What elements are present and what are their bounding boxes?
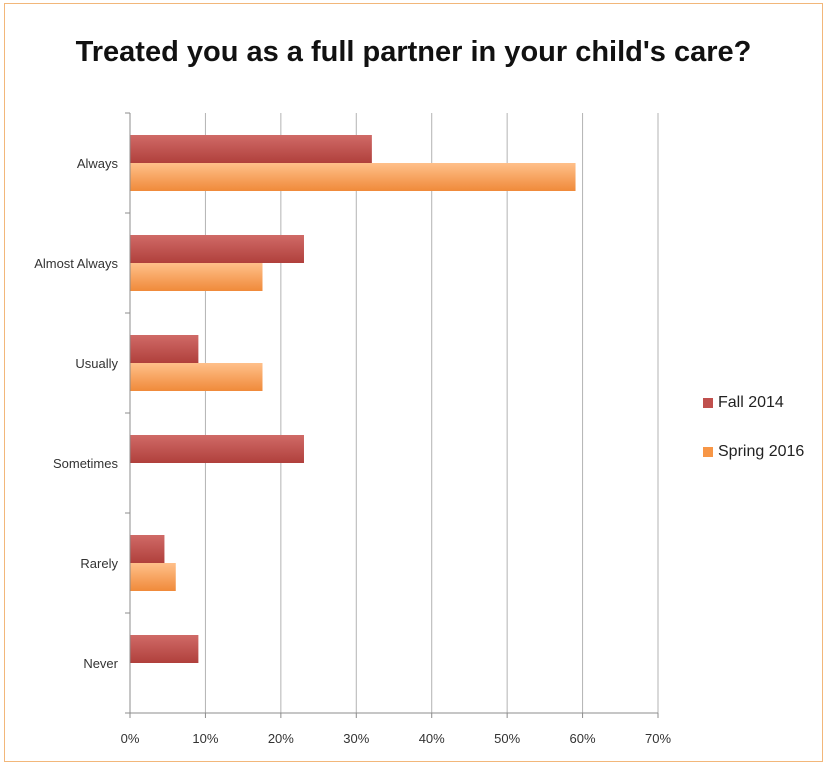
x-tick-label: 0% xyxy=(121,731,140,746)
bar-fall-2014 xyxy=(130,535,165,563)
legend: Fall 2014 Spring 2016 xyxy=(703,392,823,490)
bar-fall-2014 xyxy=(130,235,304,263)
bars xyxy=(130,135,576,663)
bar-spring-2016 xyxy=(130,363,263,391)
bar-fall-2014 xyxy=(130,335,199,363)
axes: 0% 10% 20% 30% 40% 50% 60% 70% Always Almost Alwa… xyxy=(34,112,671,746)
x-tick-label: 50% xyxy=(494,731,520,746)
bar-spring-2016 xyxy=(130,163,576,191)
legend-label: Spring 2016 xyxy=(718,443,805,460)
bar-spring-2016 xyxy=(130,263,263,291)
x-tick-label: 70% xyxy=(645,731,671,746)
bar-spring-2016 xyxy=(130,563,176,591)
legend-swatch xyxy=(703,398,713,408)
x-tick-label: 30% xyxy=(343,731,369,746)
bar-fall-2014 xyxy=(130,135,372,163)
x-tick-label: 40% xyxy=(419,731,445,746)
x-tick-label: 10% xyxy=(192,731,218,746)
category-label: Almost Always xyxy=(34,256,118,271)
legend-swatch xyxy=(703,447,713,457)
x-tick-label: 20% xyxy=(268,731,294,746)
legend-item: Fall 2014 xyxy=(703,392,823,414)
bar-fall-2014 xyxy=(130,635,199,663)
category-label: Always xyxy=(77,156,119,171)
category-label: Never xyxy=(83,656,118,671)
legend-label: Fall 2014 xyxy=(718,394,784,411)
legend-item: Spring 2016 xyxy=(703,441,823,463)
category-label: Usually xyxy=(75,356,118,371)
category-label: Rarely xyxy=(80,556,118,571)
chart-title: Treated you as a full partner in your ch… xyxy=(75,36,752,68)
x-tick-label: 60% xyxy=(570,731,596,746)
bar-fall-2014 xyxy=(130,435,304,463)
category-label: Sometimes xyxy=(53,456,119,471)
gridlines xyxy=(204,113,659,713)
